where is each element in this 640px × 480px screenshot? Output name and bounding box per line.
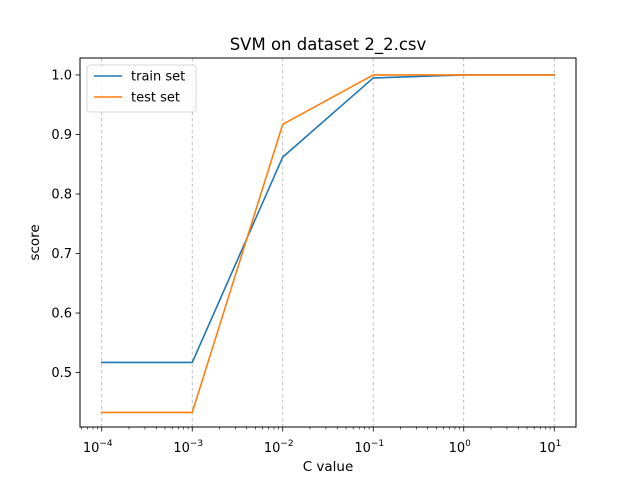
- x-tick-label: 10−1: [354, 439, 384, 456]
- grid-layer: [101, 58, 555, 427]
- series-line-test-set: [100, 74, 556, 414]
- x-tick-exponent: −1: [371, 439, 384, 449]
- x-tick-exponent: −4: [99, 439, 113, 449]
- x-tick-exponent: 0: [465, 439, 471, 449]
- series-layer: [100, 74, 556, 414]
- legend-label: test set: [131, 91, 180, 106]
- y-tick-label: 1.0: [51, 68, 72, 83]
- x-axis-label: C value: [303, 459, 354, 475]
- y-tick-label: 0.7: [51, 247, 72, 262]
- x-tick-label: 10−4: [83, 439, 113, 456]
- x-tick-base: 10: [264, 441, 281, 456]
- x-tick-exponent: −3: [190, 439, 203, 449]
- x-tick-label: 100: [449, 439, 472, 456]
- y-tick-label: 0.6: [51, 307, 72, 322]
- x-tick-exponent: 1: [556, 439, 562, 449]
- x-tick-base: 10: [539, 441, 556, 456]
- legend-label: train set: [131, 70, 185, 85]
- x-tick-base: 10: [173, 441, 190, 456]
- x-tick-base: 10: [354, 441, 371, 456]
- y-tick-label: 0.9: [51, 128, 72, 143]
- chart-title: SVM on dataset 2_2.csv: [230, 35, 427, 55]
- x-tick-label: 101: [539, 439, 561, 456]
- legend: train set test set: [86, 64, 197, 113]
- x-tick-base: 10: [449, 441, 466, 456]
- y-tick-label: 0.8: [51, 187, 72, 202]
- y-tick-label: 0.5: [51, 366, 72, 381]
- x-tick-base: 10: [83, 441, 100, 456]
- x-tick-label: 10−3: [173, 439, 203, 456]
- plot-frame: [79, 57, 577, 428]
- y-axis-label: score: [27, 224, 43, 260]
- x-tick-label: 10−2: [264, 439, 294, 456]
- x-tick-exponent: −2: [280, 439, 293, 449]
